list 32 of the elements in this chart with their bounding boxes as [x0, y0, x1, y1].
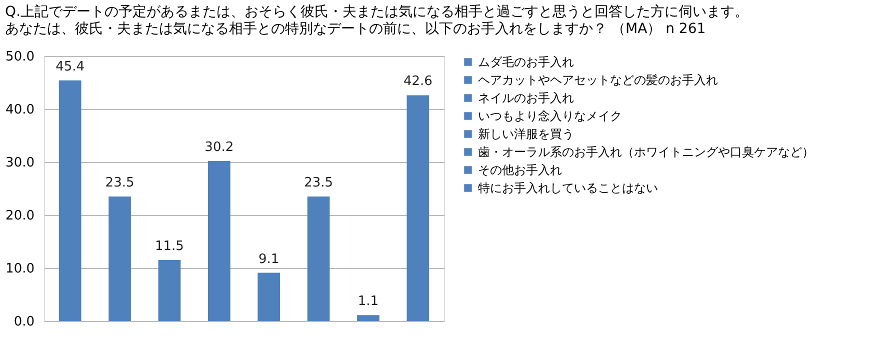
data-label: 11.5 — [154, 239, 184, 254]
legend-label: ムダ毛のお手入れ — [478, 55, 574, 69]
bar — [108, 196, 131, 321]
bar — [406, 95, 430, 321]
legend-label: ヘアカットやヘアセットなどの髪のお手入れ — [478, 73, 718, 87]
y-tick-label: 30.0 — [6, 156, 34, 170]
bar — [58, 80, 82, 321]
legend-label: 新しい洋服を買う — [478, 127, 574, 141]
data-label: 23.5 — [105, 175, 134, 190]
data-label: 9.1 — [258, 252, 280, 267]
legend-label: 特にお手入れしていることはない — [478, 181, 658, 195]
y-tick-label: 20.0 — [6, 208, 34, 224]
legend-label: いつもより念入りなメイク — [478, 109, 622, 123]
bar — [208, 160, 230, 321]
data-label: 23.5 — [304, 175, 334, 190]
bar — [158, 260, 181, 321]
chart-title: Q.上記でデートの予定があるまたは、おそらく彼氏・夫または気になる相手と過ごすと思うと回答した方に伺います。 — [5, 4, 749, 20]
y-tick-label: 0.0 — [14, 314, 34, 330]
data-label: 45.4 — [56, 59, 85, 74]
y-tick-label: 40.0 — [6, 102, 34, 118]
legend-label: 歯・オーラル系のお手入れ（ホワイトニングや口臭ケアなど） — [478, 145, 814, 159]
data-label: 30.2 — [204, 140, 234, 155]
y-tick-label: 10.0 — [6, 262, 34, 276]
chart-subtitle: あなたは、彼氏・夫または気になる相手との特別なデートの前に、以下のお手入れをしますか？ （MA） n 261 — [5, 21, 706, 37]
bar — [258, 272, 280, 321]
legend-label: その他お手入れ — [478, 163, 562, 177]
bar — [357, 315, 380, 321]
data-label: 1.1 — [358, 294, 379, 310]
data-label: 42.6 — [403, 74, 432, 90]
bar — [307, 196, 330, 321]
y-tick-label: 50.0 — [6, 50, 34, 64]
legend-label: ネイルのお手入れ — [478, 91, 574, 105]
